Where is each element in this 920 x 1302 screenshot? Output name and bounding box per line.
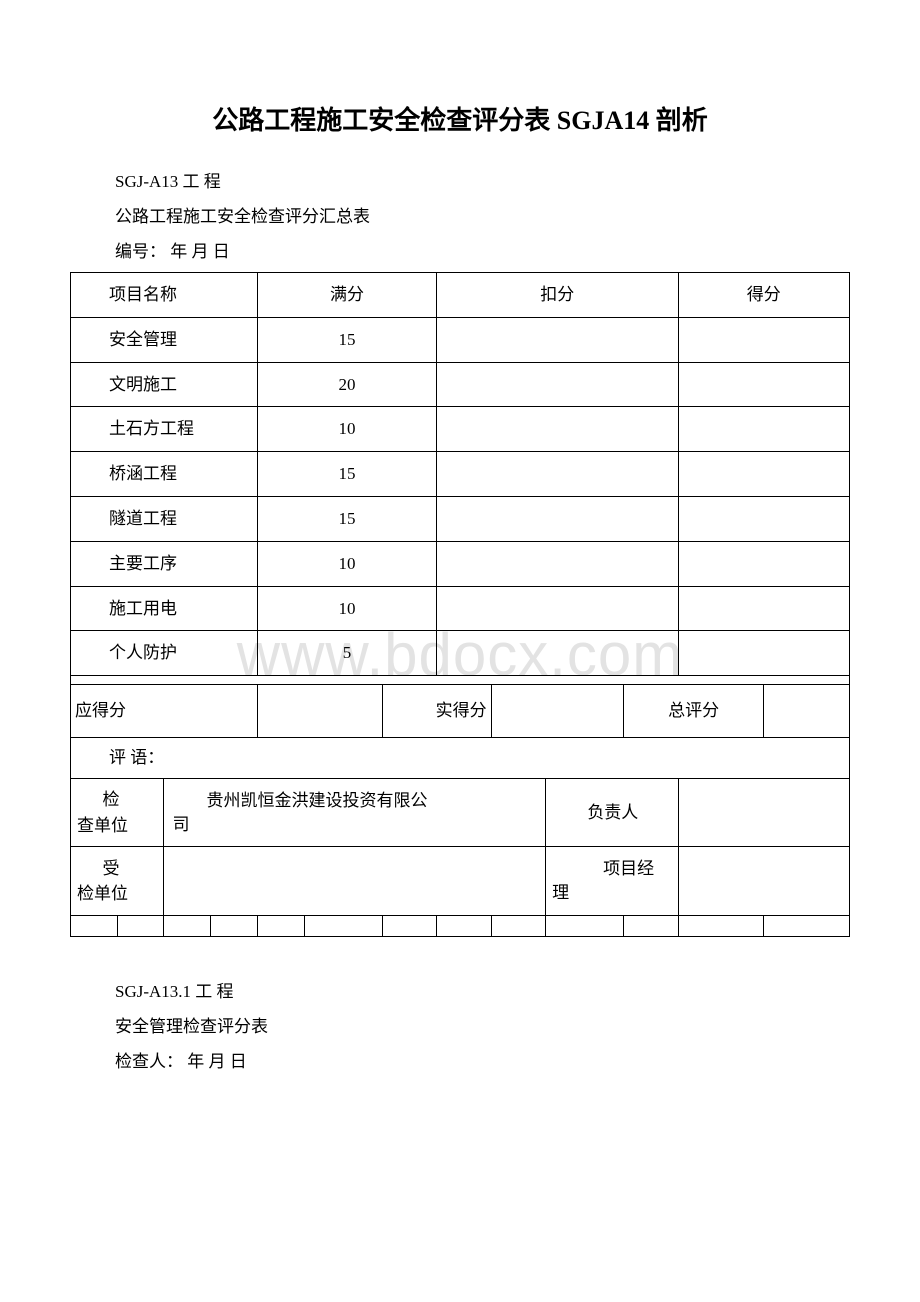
blank-row	[71, 676, 850, 685]
total-score-label: 总评分	[624, 685, 764, 738]
expected-score-label: 应得分	[71, 685, 258, 738]
row-deduct	[437, 362, 678, 407]
inspection-person-label: 负责人	[546, 778, 678, 847]
row-deduct	[437, 496, 678, 541]
actual-score-label: 实得分	[382, 685, 491, 738]
row-score	[678, 496, 849, 541]
row-name: 土石方工程	[71, 407, 258, 452]
inspected-unit-row: 受检单位 项目经理	[71, 847, 850, 916]
comments-row: 评 语：	[71, 737, 850, 778]
row-deduct	[437, 586, 678, 631]
row-name: 文明施工	[71, 362, 258, 407]
score-summary-row: 应得分 实得分 总评分	[71, 685, 850, 738]
footer-code: SGJ-A13.1 工 程	[70, 977, 850, 1002]
table-row: 安全管理 15	[71, 317, 850, 362]
header-deduction: 扣分	[437, 273, 678, 318]
inspected-person-value	[678, 847, 849, 916]
table-row: 土石方工程 10	[71, 407, 850, 452]
inspection-person-value	[678, 778, 849, 847]
inspection-unit-label: 检查单位	[71, 778, 164, 847]
row-score	[678, 362, 849, 407]
row-name: 个人防护	[71, 631, 258, 676]
inspected-person-label: 项目经理	[546, 847, 678, 916]
row-deduct	[437, 407, 678, 452]
header-project-name: 项目名称	[71, 273, 258, 318]
inspection-unit-row: 检查单位 贵州凯恒金洪建设投资有限公司 负责人	[71, 778, 850, 847]
row-full: 15	[257, 452, 436, 497]
doc-subtitle: 公路工程施工安全检查评分汇总表	[70, 202, 850, 227]
row-deduct	[437, 317, 678, 362]
row-deduct	[437, 452, 678, 497]
bottom-blank-row	[71, 915, 850, 936]
header-full-score: 满分	[257, 273, 436, 318]
comments-label: 评 语：	[71, 737, 850, 778]
footer-subtitle: 安全管理检查评分表	[70, 1012, 850, 1037]
table-header-row: 项目名称 满分 扣分 得分	[71, 273, 850, 318]
row-name: 安全管理	[71, 317, 258, 362]
doc-code: SGJ-A13 工 程	[70, 167, 850, 192]
table-row: 施工用电 10	[71, 586, 850, 631]
row-score	[678, 541, 849, 586]
row-full: 15	[257, 496, 436, 541]
total-score-value	[764, 685, 850, 738]
table-row: 个人防护 5	[71, 631, 850, 676]
row-name: 隧道工程	[71, 496, 258, 541]
row-full: 15	[257, 317, 436, 362]
inspection-unit-value: 贵州凯恒金洪建设投资有限公司	[164, 778, 546, 847]
score-summary-table: 项目名称 满分 扣分 得分 安全管理 15 文明施工 20 土石方工程 10 桥…	[70, 272, 850, 937]
table-row: 文明施工 20	[71, 362, 850, 407]
page-title: 公路工程施工安全检查评分表 SGJA14 剖析	[70, 100, 850, 137]
table-row: 桥涵工程 15	[71, 452, 850, 497]
row-score	[678, 407, 849, 452]
expected-score-value	[257, 685, 382, 738]
row-full: 10	[257, 541, 436, 586]
inspected-unit-value	[164, 847, 546, 916]
table-row: 主要工序 10	[71, 541, 850, 586]
row-name: 施工用电	[71, 586, 258, 631]
row-score	[678, 586, 849, 631]
row-full: 20	[257, 362, 436, 407]
row-full: 5	[257, 631, 436, 676]
inspected-unit-label: 受检单位	[71, 847, 164, 916]
row-score	[678, 317, 849, 362]
row-full: 10	[257, 586, 436, 631]
doc-date-line: 编号： 年 月 日	[70, 237, 850, 262]
row-deduct	[437, 541, 678, 586]
row-name: 桥涵工程	[71, 452, 258, 497]
header-score: 得分	[678, 273, 849, 318]
row-full: 10	[257, 407, 436, 452]
row-score	[678, 631, 849, 676]
row-score	[678, 452, 849, 497]
row-name: 主要工序	[71, 541, 258, 586]
actual-score-value	[491, 685, 623, 738]
footer-date-line: 检查人： 年 月 日	[70, 1047, 850, 1072]
row-deduct	[437, 631, 678, 676]
table-row: 隧道工程 15	[71, 496, 850, 541]
